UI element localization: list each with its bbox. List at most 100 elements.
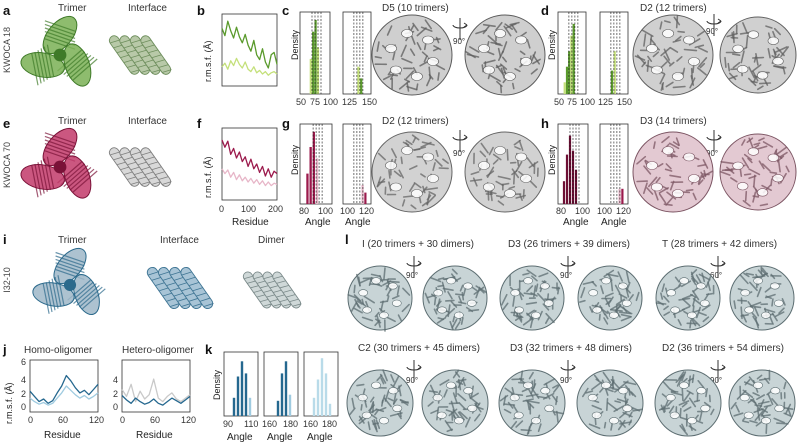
helix-strand: [489, 190, 493, 202]
helix-strand: [42, 283, 50, 314]
helix-strand: [743, 381, 755, 387]
helix-strand: [775, 422, 789, 425]
helix-strand: [375, 419, 381, 430]
trimer-subunit: [20, 164, 65, 190]
cage-pore: [540, 387, 551, 395]
helix-strand: [620, 315, 633, 322]
helix-turn: [155, 171, 165, 175]
helix-strand: [756, 408, 761, 421]
helix-strand: [495, 180, 504, 187]
helix-strand: [616, 398, 628, 404]
cage-pore: [482, 182, 495, 192]
helix-strand: [582, 280, 595, 285]
helix-strand: [551, 286, 561, 290]
xlabel-j-left: Residue: [44, 430, 81, 441]
rotation-arrowhead: [417, 260, 422, 266]
cage-pore: [665, 394, 676, 402]
helix-strand: [771, 397, 780, 407]
helix-strand: [451, 318, 458, 329]
hist-bar-1: [613, 51, 616, 94]
rotation-arrowhead: [717, 18, 722, 24]
cage-pore: [513, 411, 524, 419]
helix-strand: [665, 81, 674, 88]
hist-bar-0: [309, 58, 312, 94]
helix-strand: [44, 20, 76, 32]
helix-strand: [401, 199, 406, 207]
helix-turn: [124, 44, 134, 49]
helix-strand: [743, 272, 750, 278]
interface-title-e: Interface: [128, 116, 167, 127]
helix-turn: [250, 285, 260, 289]
helix-strand: [752, 191, 757, 203]
helix-strand: [44, 135, 76, 148]
cage-pore: [357, 394, 368, 402]
cage-pore: [683, 35, 695, 45]
helix-strand: [392, 391, 397, 405]
helix-strand: [396, 285, 400, 296]
helix-strand: [750, 80, 758, 84]
helix-strand: [758, 137, 765, 142]
helix-strand: [665, 197, 674, 206]
helix-strand: [692, 287, 699, 293]
interface-title-i: Interface: [160, 235, 199, 246]
helix-strand: [661, 83, 664, 91]
helix-strand: [699, 411, 703, 422]
helix-strand: [753, 75, 758, 83]
helix-strand: [779, 151, 788, 158]
helix-strand: [519, 193, 523, 201]
helix-turn: [253, 289, 263, 293]
helix-strand: [699, 62, 706, 69]
rotation-arrowhead: [717, 134, 722, 140]
helix-strand: [37, 162, 45, 194]
rotation-label-d: 90°: [706, 27, 719, 36]
helix-strand: [475, 29, 488, 35]
helix-strand: [374, 311, 380, 318]
xtick-j2-0: 0: [120, 415, 126, 425]
helix-strand: [63, 53, 89, 76]
cage-pore: [379, 311, 389, 319]
helix-strand: [383, 267, 386, 281]
helix-strand: [743, 153, 753, 161]
helix-strand: [497, 175, 511, 180]
helix-strand: [383, 397, 392, 408]
cage-pore: [756, 71, 769, 80]
helix-turn: [120, 151, 130, 156]
helix-strand: [663, 20, 671, 24]
helix-strand: [598, 313, 601, 321]
helix-strand: [692, 297, 696, 307]
helix-strand: [692, 318, 701, 327]
helix-strand: [661, 283, 666, 293]
helix-strand: [497, 50, 504, 62]
helix-strand: [603, 317, 609, 325]
helix-strand: [469, 396, 480, 406]
cage-pore: [358, 289, 368, 297]
helix-strand: [653, 189, 659, 201]
helix-strand: [356, 383, 365, 387]
cage-pore: [618, 282, 628, 290]
helix-turn: [159, 287, 169, 292]
helix-strand: [761, 163, 771, 172]
helix-strand: [423, 55, 428, 63]
helix-turn: [196, 292, 207, 297]
helix-turn: [177, 297, 188, 302]
helix-strand: [763, 308, 776, 313]
helix-strand: [536, 292, 547, 303]
xtick-h2-100: 100: [597, 206, 613, 216]
helix-turn: [130, 69, 141, 73]
cage-shell: [654, 369, 722, 437]
helix-strand: [462, 379, 466, 387]
helix-turn: [144, 59, 155, 63]
xtick-d-100: 100: [580, 97, 596, 107]
cage-pore: [437, 306, 447, 314]
helix-turn: [266, 280, 276, 284]
cage-pore: [385, 44, 397, 53]
title-j-right: Hetero-oligomer: [122, 345, 194, 356]
helix-strand: [730, 177, 738, 183]
hist-bar-3: [316, 47, 320, 94]
helix-strand: [771, 298, 774, 307]
xtick-k3-a: 160: [303, 419, 319, 429]
